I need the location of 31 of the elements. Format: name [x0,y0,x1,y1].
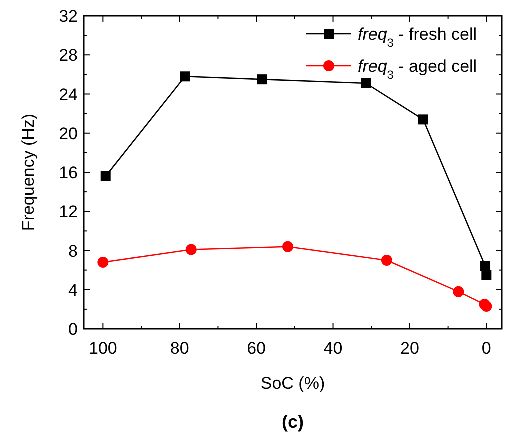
y-tick-label: 8 [68,242,78,261]
x-tick-label: 100 [88,339,118,358]
y-tick-label: 20 [59,124,78,144]
point [282,241,294,252]
y-tick-label: 28 [59,46,78,66]
point [98,256,109,268]
point [257,74,268,85]
legend-label: freq$_{3}$ - aged cell [358,57,478,82]
x-axis-title: SoC (%) [260,374,326,393]
point [453,286,464,298]
point [186,244,197,256]
text: (c) [282,412,304,432]
y-tick-label: 24 [59,85,78,104]
y-tick-label: 12 [59,202,78,222]
point [100,171,111,182]
legend-label: freq$_{3}$ - fresh cell [358,25,478,50]
y-tick-label: 32 [59,7,78,26]
y-axis-title: Frequency (Hz) [19,114,38,232]
y-tick-label: 0 [68,320,78,339]
x-tick-label: 60 [247,339,266,358]
point [482,270,492,280]
x-tick-label: 80 [170,339,190,358]
y-tick-label: 16 [59,164,78,182]
point [381,255,392,266]
x-tick-label: 0 [482,339,492,358]
y-tick-label: 4 [68,280,78,300]
point [180,72,190,82]
point [361,78,372,88]
x-tick-label: 40 [324,339,343,358]
point [418,114,428,125]
x-tick-label: 20 [400,339,420,358]
